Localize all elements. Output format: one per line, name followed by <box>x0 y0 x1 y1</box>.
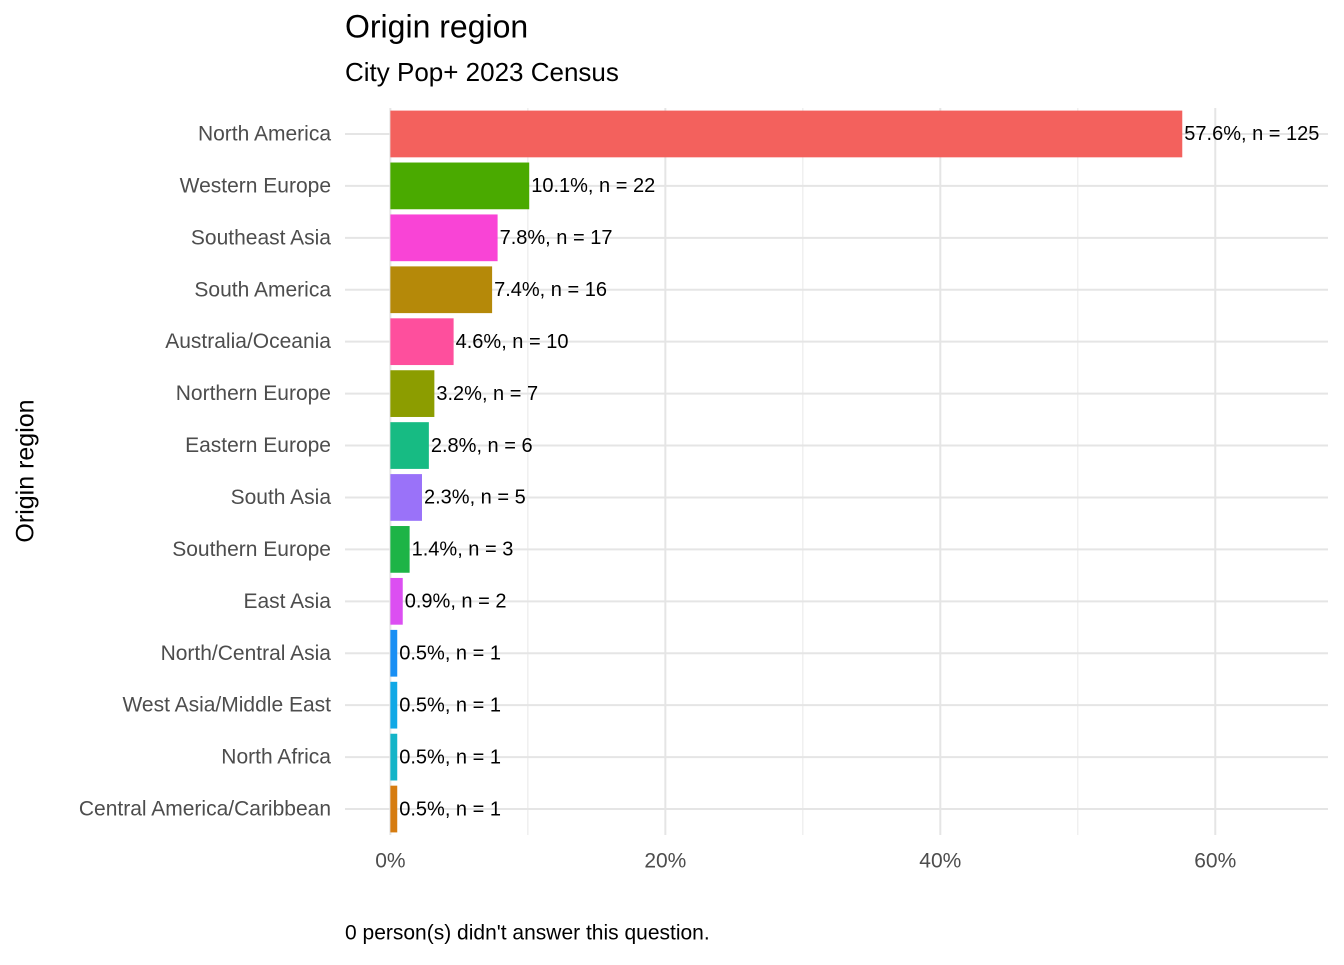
chart-title: Origin region <box>345 8 528 44</box>
grid: 0% 20% 40% 60% North America Western Europe So… <box>79 108 1328 873</box>
bar <box>390 733 398 781</box>
data-label: 2.3%, n = 5 <box>424 487 526 509</box>
y-tick-label: South Asia <box>231 486 332 509</box>
data-label: 0.5%, n = 1 <box>399 694 501 716</box>
data-label: 4.6%, n = 10 <box>456 331 569 353</box>
data-label: 0.5%, n = 1 <box>399 798 501 820</box>
bar <box>390 422 429 469</box>
y-tick-label: Southern Europe <box>172 538 331 561</box>
bar <box>390 526 410 573</box>
bar <box>390 785 398 833</box>
bar <box>390 681 398 729</box>
y-tick-label: South America <box>194 278 331 301</box>
data-label: 0.5%, n = 1 <box>399 643 501 665</box>
caption: 0 person(s) didn't answer this question. <box>345 922 710 945</box>
y-tick-label: North Africa <box>221 746 331 769</box>
y-tick-label: Northern Europe <box>176 382 331 405</box>
data-label: 7.4%, n = 16 <box>494 279 607 301</box>
y-tick-label: Australia/Oceania <box>165 330 331 353</box>
x-tick-label: 0% <box>375 850 405 873</box>
data-label: 3.2%, n = 7 <box>436 383 538 405</box>
y-tick-label: Western Europe <box>180 174 331 197</box>
bar <box>390 266 493 314</box>
bar <box>390 110 1183 158</box>
data-label: 1.4%, n = 3 <box>412 539 514 561</box>
x-tick-label: 20% <box>644 850 686 873</box>
y-tick-label: Southeast Asia <box>191 226 331 249</box>
data-label: 0.5%, n = 1 <box>399 746 501 768</box>
chart-subtitle: City Pop+ 2023 Census <box>345 57 619 87</box>
y-tick-label: North America <box>198 123 331 146</box>
x-tick-label: 60% <box>1194 850 1236 873</box>
bar <box>390 162 530 210</box>
y-tick-label: Central America/Caribbean <box>79 798 331 821</box>
y-axis-title: Origin region <box>12 399 40 542</box>
x-tick-label: 40% <box>919 850 961 873</box>
bar <box>390 370 435 417</box>
bar <box>390 577 403 625</box>
bar <box>390 474 422 521</box>
bar <box>390 214 498 262</box>
y-tick-label: West Asia/Middle East <box>122 694 331 717</box>
y-tick-label: East Asia <box>243 590 331 613</box>
marks: 57.6%, n = 125 10.1%, n = 22 7.8%, n = 17 7… <box>390 110 1319 833</box>
data-label: 0.9%, n = 2 <box>405 591 507 613</box>
bar <box>390 629 398 677</box>
bar <box>390 318 454 366</box>
data-label: 57.6%, n = 125 <box>1184 123 1319 145</box>
y-tick-label: Eastern Europe <box>185 434 331 457</box>
data-label: 2.8%, n = 6 <box>431 435 533 457</box>
data-label: 7.8%, n = 17 <box>500 227 613 249</box>
y-tick-label: North/Central Asia <box>161 642 332 665</box>
data-label: 10.1%, n = 22 <box>531 175 655 197</box>
